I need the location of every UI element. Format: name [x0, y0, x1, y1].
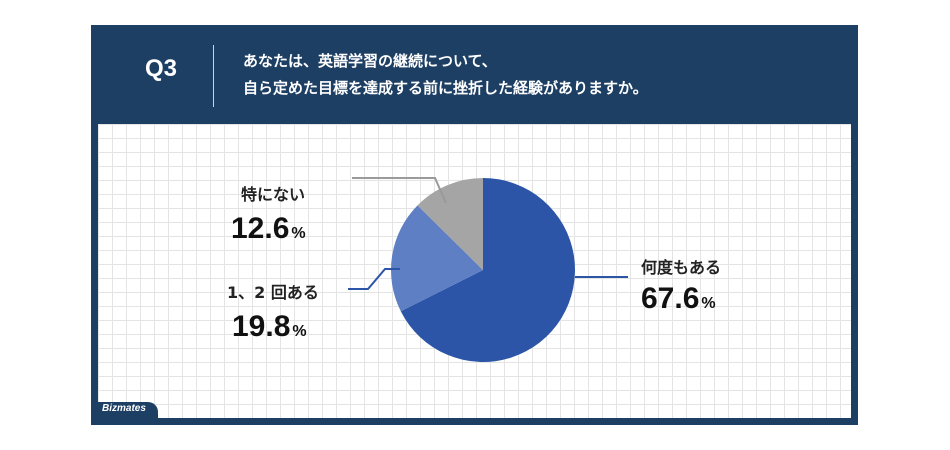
pie-slices: [391, 178, 576, 362]
header-divider: [213, 45, 214, 107]
leader-lines: [348, 177, 628, 290]
slice-label-once: 1、2 回ある: [227, 283, 319, 302]
slice-value-none: 12.6: [231, 212, 289, 245]
slice-label-often: 何度もある: [641, 258, 721, 277]
leader-line-once: [348, 268, 400, 290]
percent-sign-none: %: [291, 225, 305, 242]
slice-value-often-group: 67.6%: [641, 282, 716, 315]
pie-slice-none: [417, 178, 483, 270]
survey-frame: Q3 あなたは、英語学習の継続について、 自ら定めた目標を達成する前に挫折した経…: [91, 25, 858, 425]
pie-slice-once: [391, 205, 483, 312]
slice-value-often: 67.6: [641, 282, 699, 315]
question-header: Q3 あなたは、英語学習の継続について、 自ら定めた目標を達成する前に挫折した経…: [91, 25, 858, 124]
bizmates-logo: Bizmates: [102, 403, 146, 414]
leader-line-none: [352, 177, 447, 204]
question-line-1: あなたは、英語学習の継続について、: [243, 52, 497, 70]
brand-tab: Bizmates: [98, 402, 158, 418]
chart-panel: 何度もある 67.6% 1、2 回ある 19.8% 特にない 12.6%: [98, 124, 851, 418]
slice-value-once: 19.8: [232, 310, 290, 343]
slice-label-none: 特にない: [241, 185, 305, 204]
slice-value-none-group: 12.6%: [231, 212, 306, 245]
pie-slice-often: [400, 178, 576, 362]
percent-sign-once: %: [292, 323, 306, 340]
pie-chart: 何度もある 67.6% 1、2 回ある 19.8% 特にない 12.6%: [227, 177, 721, 362]
question-line-2: 自ら定めた目標を達成する前に挫折した経験がありますか。: [243, 79, 648, 97]
percent-sign-often: %: [701, 295, 715, 312]
question-text: あなたは、英語学習の継続について、 自ら定めた目標を達成する前に挫折した経験があ…: [243, 48, 843, 102]
question-number: Q3: [144, 55, 177, 82]
slice-value-once-group: 19.8%: [232, 310, 307, 343]
